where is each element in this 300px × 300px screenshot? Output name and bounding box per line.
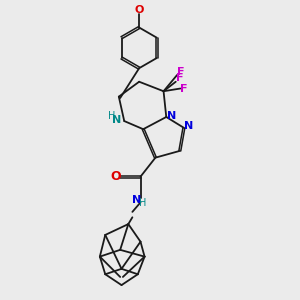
Text: F: F [177,67,184,77]
Text: N: N [112,115,121,125]
Text: F: F [180,83,188,94]
Text: N: N [184,122,194,131]
Text: H: H [139,198,146,208]
Text: H: H [108,111,116,121]
Text: N: N [167,111,176,122]
Text: O: O [134,5,144,15]
Text: F: F [176,73,183,83]
Text: O: O [111,170,122,183]
Text: N: N [132,195,141,205]
